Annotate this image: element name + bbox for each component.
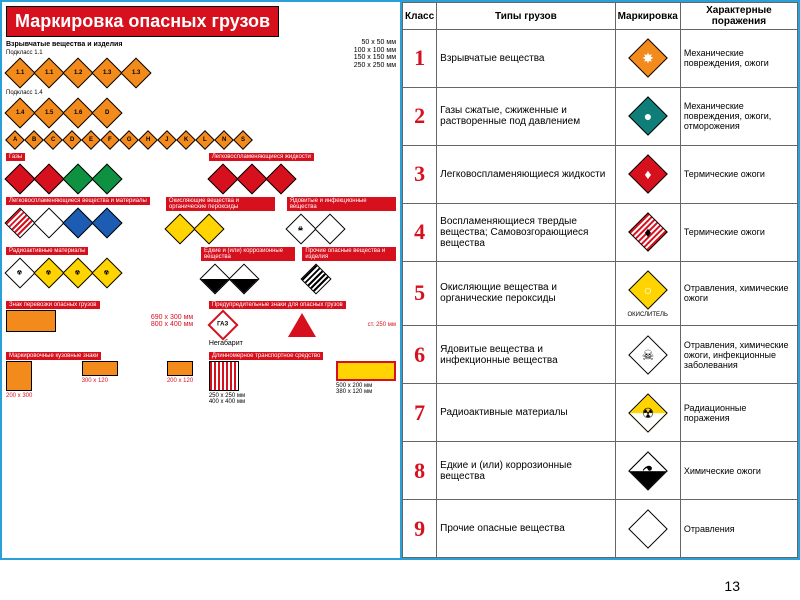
right-panel: КлассТипы грузовМаркировкаХарактерные по… xyxy=(400,2,798,558)
hazard-cell: Химические ожоги xyxy=(680,442,797,500)
class2-diamonds xyxy=(6,164,193,194)
class7-diamonds: ☢☢☢☢ xyxy=(6,258,193,288)
class5-diamonds xyxy=(166,214,275,244)
cargo-type: Ядовитые вещества и инфекционные веществ… xyxy=(437,326,615,384)
warning-diamond: ГАЗ xyxy=(207,309,238,340)
class-number: 6 xyxy=(403,326,437,384)
marking-cell: ♦ xyxy=(615,145,680,203)
class6-diamonds: ☠ xyxy=(287,214,396,244)
hazard-cell: Отравления xyxy=(680,500,797,558)
class-number: 1 xyxy=(403,30,437,88)
marking-cell xyxy=(615,500,680,558)
cargo-type: Легковоспламеняющиеся жидкости xyxy=(437,145,615,203)
marking-cell: ✸ xyxy=(615,30,680,88)
class2-heading: Газы xyxy=(6,153,25,161)
table-row: 4 Воспламеняющиеся твердые вещества; Сам… xyxy=(403,203,798,261)
class-number: 2 xyxy=(403,87,437,145)
cargo-type: Радиоактивные материалы xyxy=(437,384,615,442)
class6-heading: Ядовитые и инфекционные вещества xyxy=(287,197,396,211)
marking-cell: ♦ xyxy=(615,203,680,261)
class-number: 3 xyxy=(403,145,437,203)
table-header: Типы грузов xyxy=(437,3,615,30)
table-header: Класс xyxy=(403,3,437,30)
class-number: 7 xyxy=(403,384,437,442)
negabarit-label: Негабарит xyxy=(209,340,396,347)
class1-heading: Взрывчатые вещества и изделия xyxy=(6,41,316,48)
hazard-cell: Отравления, химические ожоги xyxy=(680,261,797,326)
table-row: 8 Едкие и (или) коррозионные вещества ⚗ … xyxy=(403,442,798,500)
class7-heading: Радиоактивные материалы xyxy=(6,247,88,255)
class9-diamonds xyxy=(302,264,396,294)
class9-heading: Прочие опасные вещества и изделия xyxy=(302,247,396,261)
transport-plate xyxy=(6,310,56,332)
table-header: Характерные поражения xyxy=(680,3,797,30)
table-row: 7 Радиоактивные материалы ☢ Радиационные… xyxy=(403,384,798,442)
hazard-cell: Термические ожоги xyxy=(680,203,797,261)
class3-heading: Легковоспламеняющиеся жидкости xyxy=(209,153,314,161)
table-header: Маркировка xyxy=(615,3,680,30)
cargo-type: Воспламеняющиеся твердые вещества; Самов… xyxy=(437,203,615,261)
marking-cell: ☢ xyxy=(615,384,680,442)
hazard-cell: Термические ожоги xyxy=(680,145,797,203)
cargo-type: Прочие опасные вещества xyxy=(437,500,615,558)
class1-sub1: Подкласс 1.1 xyxy=(6,50,316,56)
hazard-cell: Отравления, химические ожоги, инфекционн… xyxy=(680,326,797,384)
class3-diamonds xyxy=(209,164,396,194)
class8-heading: Едкие и (или) коррозионные вещества xyxy=(201,247,295,261)
marking-cell: ○ОКИСЛИТЕЛЬ xyxy=(615,261,680,326)
hazard-cell: Механические повреждения, ожоги xyxy=(680,30,797,88)
body-mark-3 xyxy=(167,361,193,376)
cargo-type: Окисляющие вещества и органические перок… xyxy=(437,261,615,326)
table-row: 3 Легковоспламеняющиеся жидкости ♦ Терми… xyxy=(403,145,798,203)
body-marks-heading: Маркировочные кузовные знаки xyxy=(6,352,101,360)
table-row: 5 Окисляющие вещества и органические пер… xyxy=(403,261,798,326)
long-vehicle-sq xyxy=(209,361,239,391)
table-row: 2 Газы сжатые, сжиженные и растворенные … xyxy=(403,87,798,145)
hazard-cell: Механические повреждения, ожоги, отморож… xyxy=(680,87,797,145)
warning-triangle xyxy=(288,313,316,337)
class1-sub2: Подкласс 1.4 xyxy=(6,90,396,96)
warning-size: ст. 250 мм xyxy=(368,322,396,328)
table-row: 9 Прочие опасные вещества Отравления xyxy=(403,500,798,558)
transport-sizes: 690 x 300 мм 800 x 400 мм xyxy=(151,314,193,328)
cargo-type: Газы сжатые, сжиженные и растворенные по… xyxy=(437,87,615,145)
transport-sign-heading: Знак перевозки опасных грузов xyxy=(6,301,100,309)
cargo-type: Едкие и (или) коррозионные вещества xyxy=(437,442,615,500)
marking-cell: ● xyxy=(615,87,680,145)
long-vehicle-heading: Длинномерное транспортное средство xyxy=(209,352,324,360)
class-number: 5 xyxy=(403,261,437,326)
class8-diamonds xyxy=(201,264,295,294)
warning-heading: Предупредительные знаки для опасных груз… xyxy=(209,301,346,309)
cargo-type: Взрывчатые вещества xyxy=(437,30,615,88)
body-mark-1 xyxy=(6,361,32,391)
hazard-table: КлассТипы грузовМаркировкаХарактерные по… xyxy=(402,2,798,558)
class-number: 8 xyxy=(403,442,437,500)
left-panel: Маркировка опасных грузов Взрывчатые вещ… xyxy=(2,2,400,558)
title-bar: Маркировка опасных грузов xyxy=(6,6,279,37)
class4-diamonds xyxy=(6,208,154,238)
page-number: 13 xyxy=(724,578,740,594)
table-row: 6 Ядовитые вещества и инфекционные вещес… xyxy=(403,326,798,384)
class4-heading: Легковоспламеняющиеся вещества и материа… xyxy=(6,197,150,205)
body-mark-2 xyxy=(82,361,118,376)
long-vehicle-rect xyxy=(336,361,396,381)
class1-row1: 1.11.11.21.31.3 xyxy=(6,58,316,88)
hazard-cell: Радиационные поражения xyxy=(680,384,797,442)
size-list: 50 x 50 мм100 x 100 мм150 x 150 мм250 x … xyxy=(316,39,396,70)
marking-cell: ☠ xyxy=(615,326,680,384)
table-row: 1 Взрывчатые вещества ✸ Механические пов… xyxy=(403,30,798,88)
class1-row-small: ABCDEFGHJKLNS xyxy=(6,130,396,150)
page-container: Маркировка опасных грузов Взрывчатые вещ… xyxy=(0,0,800,560)
class1-row2: 1.41.51.6D xyxy=(6,98,396,128)
class-number: 9 xyxy=(403,500,437,558)
class-number: 4 xyxy=(403,203,437,261)
class5-heading: Окисляющие вещества и органические перок… xyxy=(166,197,275,211)
marking-cell: ⚗ xyxy=(615,442,680,500)
